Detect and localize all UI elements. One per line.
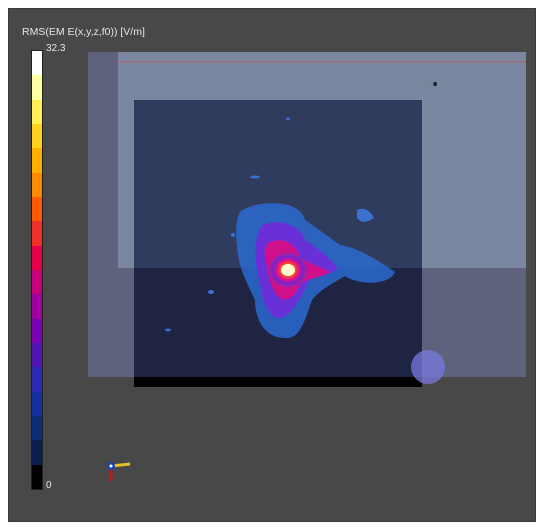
colorbar-segment: [32, 318, 42, 343]
colorbar-title: RMS(EM E(x,y,z,f0)) [V/m]: [22, 26, 145, 38]
colorbar-segment: [32, 415, 42, 441]
colorbar-segment: [32, 342, 42, 368]
axis-origin-icon: [109, 464, 113, 468]
colorbar-segment: [32, 172, 42, 197]
colorbar-segment: [32, 269, 42, 295]
anchor-tick: [427, 83, 435, 87]
colorbar: [31, 50, 43, 490]
colorbar-segment: [32, 51, 42, 76]
colorbar-segment: [32, 440, 42, 465]
colorbar-segment: [32, 245, 42, 270]
field-patch: [208, 290, 214, 294]
source-marker[interactable]: [411, 350, 445, 384]
field-patch: [286, 117, 290, 121]
anchor-dot: [433, 82, 437, 86]
colorbar-segment: [32, 464, 42, 489]
colorbar-segment: [32, 99, 42, 124]
axes-triad[interactable]: [107, 462, 131, 481]
colorbar-segment: [32, 391, 42, 416]
substrate-bottom-edge: [134, 377, 422, 387]
colorbar-segment: [32, 221, 42, 246]
colorbar-max-label: 32.3: [46, 43, 66, 54]
colorbar-segment: [32, 75, 42, 100]
colorbar-segment: [32, 123, 42, 149]
field-patch: [231, 233, 235, 237]
field-patch: [357, 208, 374, 222]
colorbar-segment: [32, 367, 42, 392]
field-patch: [250, 175, 260, 179]
colorbar-segment: [32, 148, 42, 173]
colorbar-segment: [32, 196, 42, 222]
colorbar-min-label: 0: [46, 480, 52, 491]
field-peak: [281, 264, 295, 276]
colorbar-segment: [32, 294, 42, 319]
field-patch: [165, 328, 171, 332]
